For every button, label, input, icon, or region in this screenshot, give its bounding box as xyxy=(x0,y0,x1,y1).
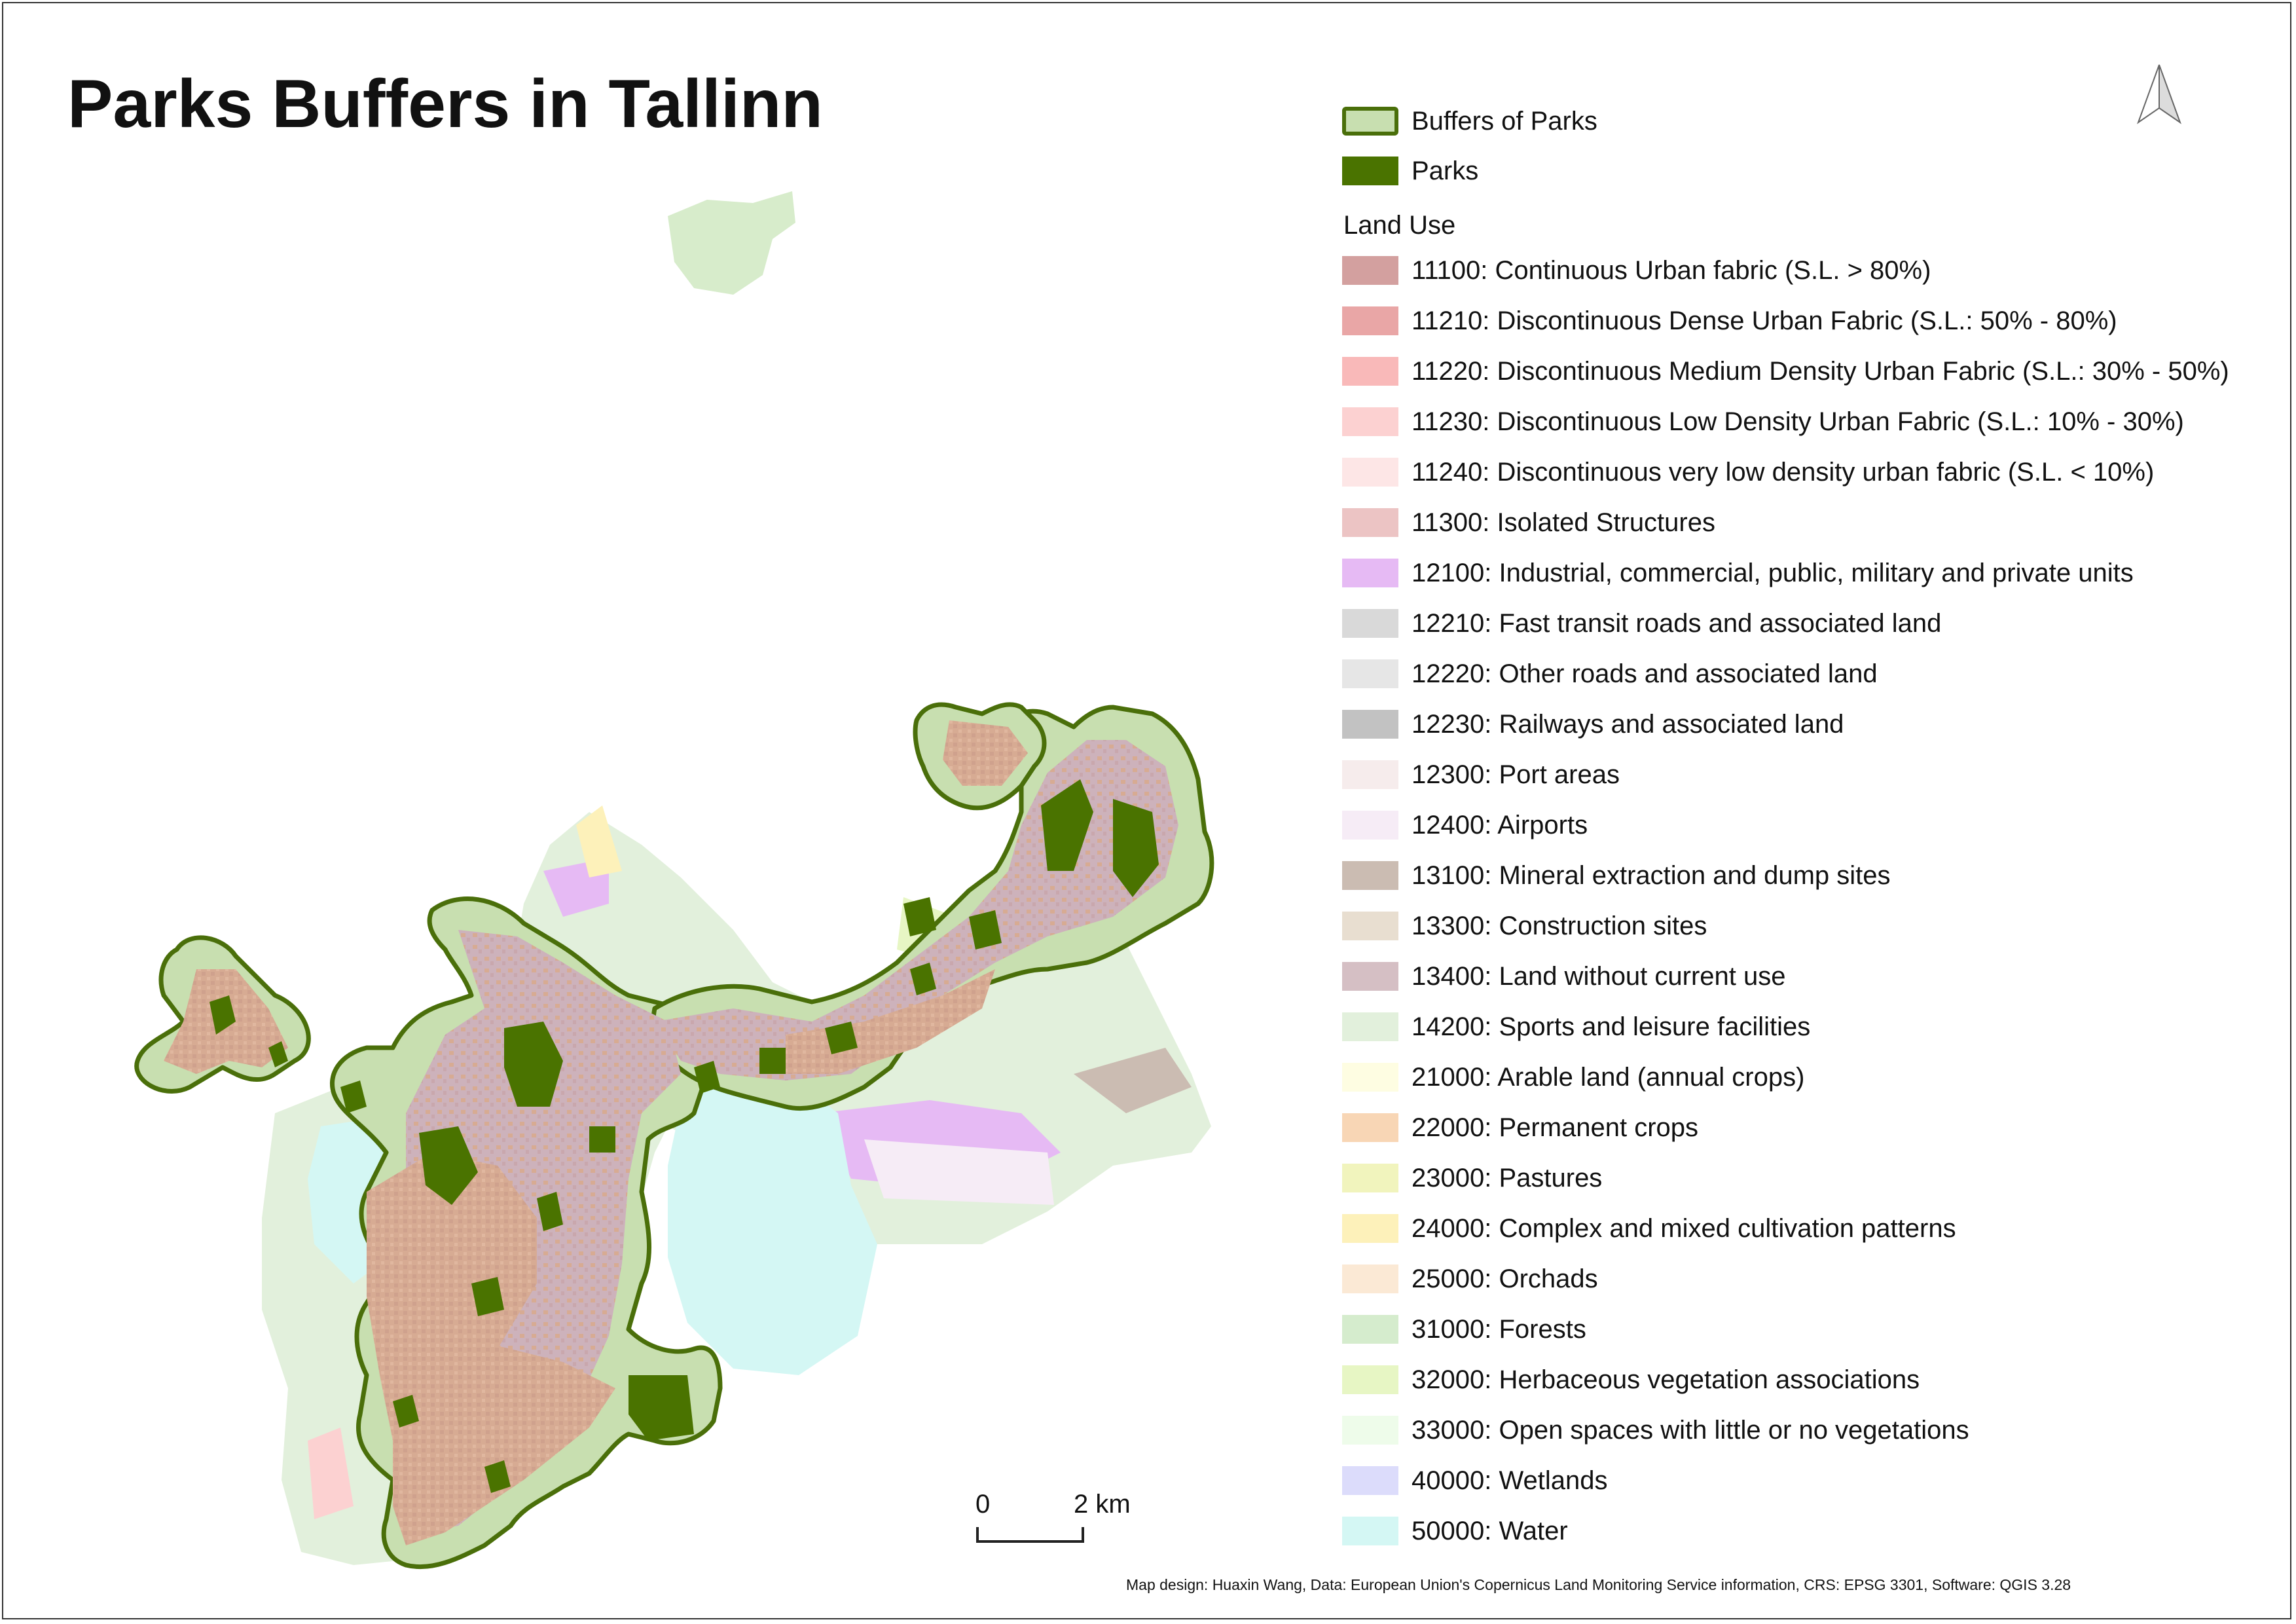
legend-item-land-use: 50000: Water xyxy=(1342,1512,1568,1550)
legend-label-land-use: 12100: Industrial, commercial, public, m… xyxy=(1412,558,2134,587)
legend-item-land-use: 24000: Complex and mixed cultivation pat… xyxy=(1342,1209,1956,1247)
legend-swatch-land-use xyxy=(1342,1063,1398,1092)
legend-swatch-land-use xyxy=(1342,1264,1398,1293)
legend-item-land-use: 25000: Orchads xyxy=(1342,1260,1598,1298)
legend-swatch-land-use xyxy=(1342,508,1398,537)
legend-swatch-land-use xyxy=(1342,256,1398,285)
legend-label-land-use: 33000: Open spaces with little or no veg… xyxy=(1412,1415,1969,1445)
legend-label-land-use: 50000: Water xyxy=(1412,1516,1568,1545)
legend-swatch-land-use xyxy=(1342,1012,1398,1041)
legend-label-land-use: 11300: Isolated Structures xyxy=(1412,507,1715,537)
legend-label-land-use: 25000: Orchads xyxy=(1412,1264,1598,1293)
legend-label-land-use: 11210: Discontinuous Dense Urban Fabric … xyxy=(1412,306,2117,335)
legend-item-land-use: 11230: Discontinuous Low Density Urban F… xyxy=(1342,403,2184,441)
legend-swatch-land-use xyxy=(1342,861,1398,890)
legend-item-land-use: 12210: Fast transit roads and associated… xyxy=(1342,604,1941,642)
legend-swatch-land-use xyxy=(1342,1517,1398,1545)
legend-label-land-use: 12300: Port areas xyxy=(1412,760,1620,789)
legend-item-land-use: 13300: Construction sites xyxy=(1342,907,1707,945)
legend-item-land-use: 11210: Discontinuous Dense Urban Fabric … xyxy=(1342,302,2117,340)
map-credit: Map design: Huaxin Wang, Data: European … xyxy=(1126,1576,2071,1593)
legend-label-land-use: 11230: Discontinuous Low Density Urban F… xyxy=(1412,407,2184,436)
legend-swatch-land-use xyxy=(1342,1164,1398,1192)
scale-end-label: 2 km xyxy=(1074,1490,1131,1519)
map-title: Parks Buffers in Tallinn xyxy=(67,66,823,142)
legend-swatch-land-use xyxy=(1342,407,1398,436)
legend-item-land-use: 21000: Arable land (annual crops) xyxy=(1342,1058,1804,1096)
legend-item-parks: Parks xyxy=(1342,152,1478,190)
legend-swatch-land-use xyxy=(1342,609,1398,638)
legend-swatch-land-use xyxy=(1342,1365,1398,1394)
legend-item-land-use: 31000: Forests xyxy=(1342,1310,1586,1348)
legend-item-land-use: 23000: Pastures xyxy=(1342,1159,1602,1197)
legend-label-land-use: 11100: Continuous Urban fabric (S.L. > 8… xyxy=(1412,255,1931,285)
legend-swatch-land-use xyxy=(1342,962,1398,991)
scale-start-label: 0 xyxy=(975,1490,991,1519)
legend-item-land-use: 11300: Isolated Structures xyxy=(1342,504,1715,542)
legend-swatch-land-use xyxy=(1342,912,1398,940)
scale-bar-line xyxy=(976,1527,1084,1543)
legend-item-buffers: Buffers of Parks xyxy=(1342,102,1597,140)
legend-label-land-use: 11220: Discontinuous Medium Density Urba… xyxy=(1412,356,2229,386)
legend-swatch-land-use xyxy=(1342,559,1398,587)
legend-swatch-land-use xyxy=(1342,659,1398,688)
legend-swatch-land-use xyxy=(1342,1466,1398,1495)
legend-item-land-use: 13100: Mineral extraction and dump sites xyxy=(1342,857,1891,895)
legend-item-land-use: 11240: Discontinuous very low density ur… xyxy=(1342,453,2154,491)
legend-swatch-land-use xyxy=(1342,1416,1398,1445)
legend-item-land-use: 14200: Sports and leisure facilities xyxy=(1342,1008,1810,1046)
legend-label-land-use: 13300: Construction sites xyxy=(1412,911,1707,940)
legend-label-buffers: Buffers of Parks xyxy=(1412,106,1597,136)
legend-swatch-land-use xyxy=(1342,306,1398,335)
parks-layer xyxy=(210,779,1159,1493)
scale-bar: 0 2 km xyxy=(975,1490,1131,1555)
legend-item-land-use: 11220: Discontinuous Medium Density Urba… xyxy=(1342,352,2229,390)
legend-item-land-use: 12230: Railways and associated land xyxy=(1342,705,1844,743)
legend-item-land-use: 12220: Other roads and associated land xyxy=(1342,655,1878,693)
legend-swatch-land-use xyxy=(1342,1113,1398,1142)
legend-label-land-use: 12210: Fast transit roads and associated… xyxy=(1412,608,1942,638)
legend-item-land-use: 12400: Airports xyxy=(1342,806,1588,844)
legend-label-land-use: 40000: Wetlands xyxy=(1412,1466,1608,1495)
legend-label-land-use: 21000: Arable land (annual crops) xyxy=(1412,1062,1805,1092)
legend-item-land-use: 11100: Continuous Urban fabric (S.L. > 8… xyxy=(1342,251,1931,289)
legend-swatch-buffers xyxy=(1342,107,1398,136)
legend-label-land-use: 22000: Permanent crops xyxy=(1412,1113,1699,1142)
legend-label-land-use: 23000: Pastures xyxy=(1412,1163,1603,1192)
legend-label-land-use: 31000: Forests xyxy=(1412,1314,1586,1344)
legend-label-land-use: 11240: Discontinuous very low density ur… xyxy=(1412,457,2155,487)
legend-swatch-land-use xyxy=(1342,1214,1398,1243)
legend-swatch-land-use xyxy=(1342,458,1398,487)
legend-heading-land-use: Land Use xyxy=(1343,211,1456,240)
legend-item-land-use: 32000: Herbaceous vegetation association… xyxy=(1342,1361,1920,1399)
island-aegna xyxy=(668,191,795,295)
legend-item-land-use: 12300: Port areas xyxy=(1342,756,1620,794)
legend-swatch-land-use xyxy=(1342,357,1398,386)
legend-label-parks: Parks xyxy=(1412,156,1479,185)
legend-label-land-use: 32000: Herbaceous vegetation association… xyxy=(1412,1365,1920,1394)
legend-item-land-use: 33000: Open spaces with little or no veg… xyxy=(1342,1411,1969,1449)
legend-item-land-use: 13400: Land without current use xyxy=(1342,957,1786,995)
legend-label-land-use: 12220: Other roads and associated land xyxy=(1412,659,1878,688)
legend-label-land-use: 13100: Mineral extraction and dump sites xyxy=(1412,860,1891,890)
legend-label-land-use: 24000: Complex and mixed cultivation pat… xyxy=(1412,1213,1956,1243)
legend-item-land-use: 12100: Industrial, commercial, public, m… xyxy=(1342,554,2134,592)
legend-swatch-land-use xyxy=(1342,1315,1398,1344)
legend-label-land-use: 13400: Land without current use xyxy=(1412,961,1786,991)
legend-label-land-use: 12230: Railways and associated land xyxy=(1412,709,1844,739)
legend-item-land-use: 40000: Wetlands xyxy=(1342,1462,1607,1500)
legend-swatch-land-use xyxy=(1342,811,1398,840)
north-arrow-icon xyxy=(2136,64,2182,124)
legend-swatch-land-use xyxy=(1342,760,1398,789)
legend-swatch-land-use xyxy=(1342,710,1398,739)
legend-label-land-use: 14200: Sports and leisure facilities xyxy=(1412,1012,1811,1041)
legend-item-land-use: 22000: Permanent crops xyxy=(1342,1109,1698,1147)
legend-swatch-parks xyxy=(1342,157,1398,185)
legend-label-land-use: 12400: Airports xyxy=(1412,810,1588,840)
